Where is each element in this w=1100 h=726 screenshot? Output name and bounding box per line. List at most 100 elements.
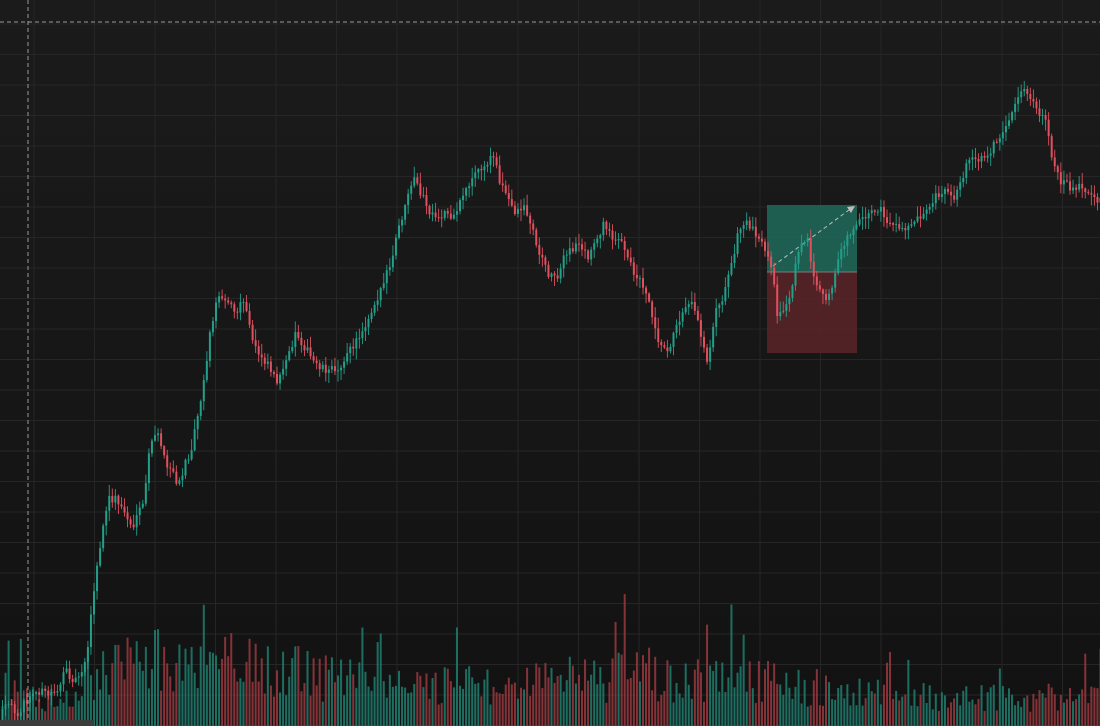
candle-body	[117, 495, 120, 505]
volume-bar	[474, 683, 477, 726]
volume-bar	[205, 665, 208, 726]
candle-body	[324, 364, 327, 373]
volume-bar	[263, 693, 266, 726]
volume-bar	[681, 697, 684, 726]
candle-body	[1044, 114, 1047, 120]
volume-bar	[568, 656, 571, 726]
volume-bar	[861, 705, 864, 726]
candle-body	[928, 206, 931, 210]
candle-body	[1014, 103, 1017, 113]
volume-bar	[65, 690, 68, 726]
volume-bar	[867, 682, 870, 726]
volume-bar	[779, 684, 782, 726]
candle-body	[474, 172, 477, 179]
candle-body	[483, 166, 486, 171]
candle-body	[431, 212, 434, 215]
volume-bar	[654, 656, 657, 726]
candle-body	[837, 259, 840, 274]
candle-body	[980, 156, 983, 162]
candle-body	[1035, 101, 1038, 109]
volume-bar	[343, 695, 346, 726]
candle-body	[797, 251, 800, 264]
candle-body	[523, 205, 526, 211]
candle-body	[1011, 112, 1014, 121]
volume-bar	[776, 683, 779, 726]
candle-body	[272, 372, 275, 375]
candle-body	[443, 210, 446, 219]
volume-bar	[248, 638, 251, 726]
volume-bar	[910, 705, 913, 726]
candle-body	[419, 183, 422, 196]
candle-body	[452, 214, 455, 219]
volume-bar	[962, 690, 965, 726]
candle-body	[96, 565, 99, 592]
volume-bar	[931, 709, 934, 726]
candle-body	[50, 691, 53, 696]
volume-bar	[721, 662, 724, 726]
candle-body	[190, 450, 193, 460]
volume-bar	[93, 699, 95, 726]
volume-bar	[211, 652, 214, 726]
volume-bar	[934, 693, 937, 726]
volume-bar	[327, 669, 330, 726]
candle-body	[892, 222, 895, 225]
volume-bar	[803, 679, 806, 726]
candle-body	[754, 226, 757, 237]
volume-bar	[754, 702, 757, 726]
volume-bar	[59, 698, 62, 726]
volume-bar	[7, 640, 10, 726]
volume-bar	[828, 682, 831, 726]
volume-bar	[520, 687, 522, 726]
candle-body	[111, 495, 114, 503]
candle-body	[550, 273, 553, 278]
volume-bar	[1065, 699, 1068, 726]
candle-body	[416, 177, 419, 184]
candle-body	[907, 225, 910, 231]
volume-bar	[928, 685, 931, 726]
volume-bar	[669, 665, 672, 726]
candle-body	[520, 208, 522, 211]
volume-bar	[38, 699, 41, 726]
candle-body	[974, 157, 977, 160]
volume-bar	[47, 690, 50, 726]
long-position-tool[interactable]	[767, 205, 857, 353]
volume-bar	[840, 685, 843, 726]
volume-bar	[74, 691, 77, 726]
candle-body	[547, 264, 550, 278]
candle-body	[120, 504, 123, 507]
candle-body	[154, 435, 156, 441]
candle-body	[263, 357, 266, 364]
candle-body	[440, 217, 443, 219]
candle-body	[62, 672, 65, 685]
volume-bar	[388, 674, 391, 726]
volume-bar	[623, 594, 626, 726]
volume-bar	[818, 705, 821, 726]
horizontal-scrollbar-thumb[interactable]	[0, 720, 94, 726]
volume-bar	[947, 707, 949, 726]
volume-bar	[407, 692, 410, 726]
candle-body	[504, 185, 507, 194]
candle-body	[992, 141, 995, 154]
volume-bar	[468, 666, 471, 726]
volume-bar	[523, 689, 526, 726]
candle-body	[306, 347, 309, 351]
volume-bar	[590, 674, 593, 726]
volume-bar	[584, 659, 587, 726]
volume-bar	[1038, 690, 1041, 726]
candle-body	[102, 525, 105, 549]
volume-bar	[736, 672, 739, 726]
volume-bar	[620, 654, 623, 726]
volume-bar	[587, 680, 590, 726]
volume-bar	[257, 681, 260, 726]
candle-body	[1041, 114, 1044, 116]
volume-bar	[379, 633, 382, 726]
volume-bar	[227, 656, 230, 726]
volume-bar	[526, 667, 529, 726]
candle-body	[687, 304, 690, 308]
candle-body	[943, 188, 946, 194]
volume-bar	[690, 698, 693, 726]
volume-bar	[147, 688, 150, 726]
volume-bar	[254, 643, 257, 726]
